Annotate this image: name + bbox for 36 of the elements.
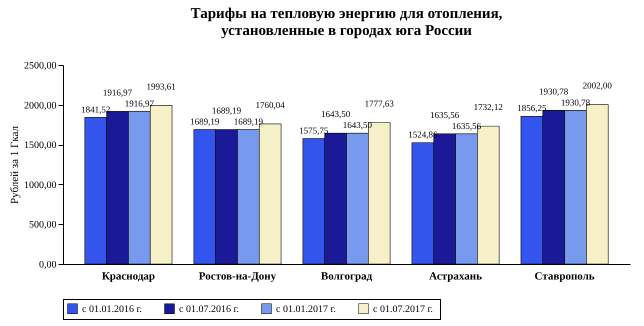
y-tick-label: 500,00 xyxy=(29,220,56,231)
y-axis-title: Рублей за 1 Гкал xyxy=(9,125,21,204)
legend-label: с 01.01.2017 г. xyxy=(276,304,336,315)
x-tick-label: Краснодар xyxy=(102,270,156,282)
legend-label: с 01.07.2017 г. xyxy=(373,304,433,315)
data-label: 1643,50 xyxy=(320,109,351,120)
y-tick-label: 1500,00 xyxy=(24,140,56,152)
data-label: 1916,97 xyxy=(124,98,154,108)
legend-label: с 01.01.2016 г. xyxy=(82,304,142,315)
data-label: 1930,78 xyxy=(560,97,591,108)
data-label: 1689,19 xyxy=(212,106,242,116)
x-tick-label: Ростов-на-Дону xyxy=(198,270,277,282)
data-label: 1993,61 xyxy=(146,81,176,92)
data-label: 1930,78 xyxy=(539,86,569,96)
y-tick-label: 2000,00 xyxy=(24,100,56,112)
data-label: 1732,12 xyxy=(474,102,503,112)
data-label: 1575,75 xyxy=(299,126,329,136)
legend-label: с 01.07.2016 г. xyxy=(179,304,239,315)
data-label: 1524,86 xyxy=(408,130,438,140)
y-tick-label: 2500,00 xyxy=(24,60,56,72)
chart-title: Тарифы на тепловую энергию для отопления, установленные в городах юга России xyxy=(190,6,503,39)
x-tick-label: Астрахань xyxy=(429,270,482,282)
x-tick-label: Ставрополь xyxy=(534,270,595,282)
data-label: 1635,56 xyxy=(430,110,460,120)
data-label: 1856,25 xyxy=(517,103,547,114)
data-label: 1635,56 xyxy=(452,120,482,131)
data-label: 1841,52 xyxy=(81,104,110,114)
data-label: 1777,63 xyxy=(364,98,394,108)
data-label: 1689,19 xyxy=(190,116,220,127)
y-tick-label: 1000,00 xyxy=(24,180,56,191)
data-label: 1760,04 xyxy=(256,100,286,110)
data-label: 1916,97 xyxy=(102,87,133,98)
data-label: 1689,19 xyxy=(234,116,264,127)
y-tick-label: 0,00 xyxy=(39,260,56,270)
data-label: 2002,00 xyxy=(582,80,612,91)
x-tick-label: Волгоград xyxy=(320,270,373,282)
